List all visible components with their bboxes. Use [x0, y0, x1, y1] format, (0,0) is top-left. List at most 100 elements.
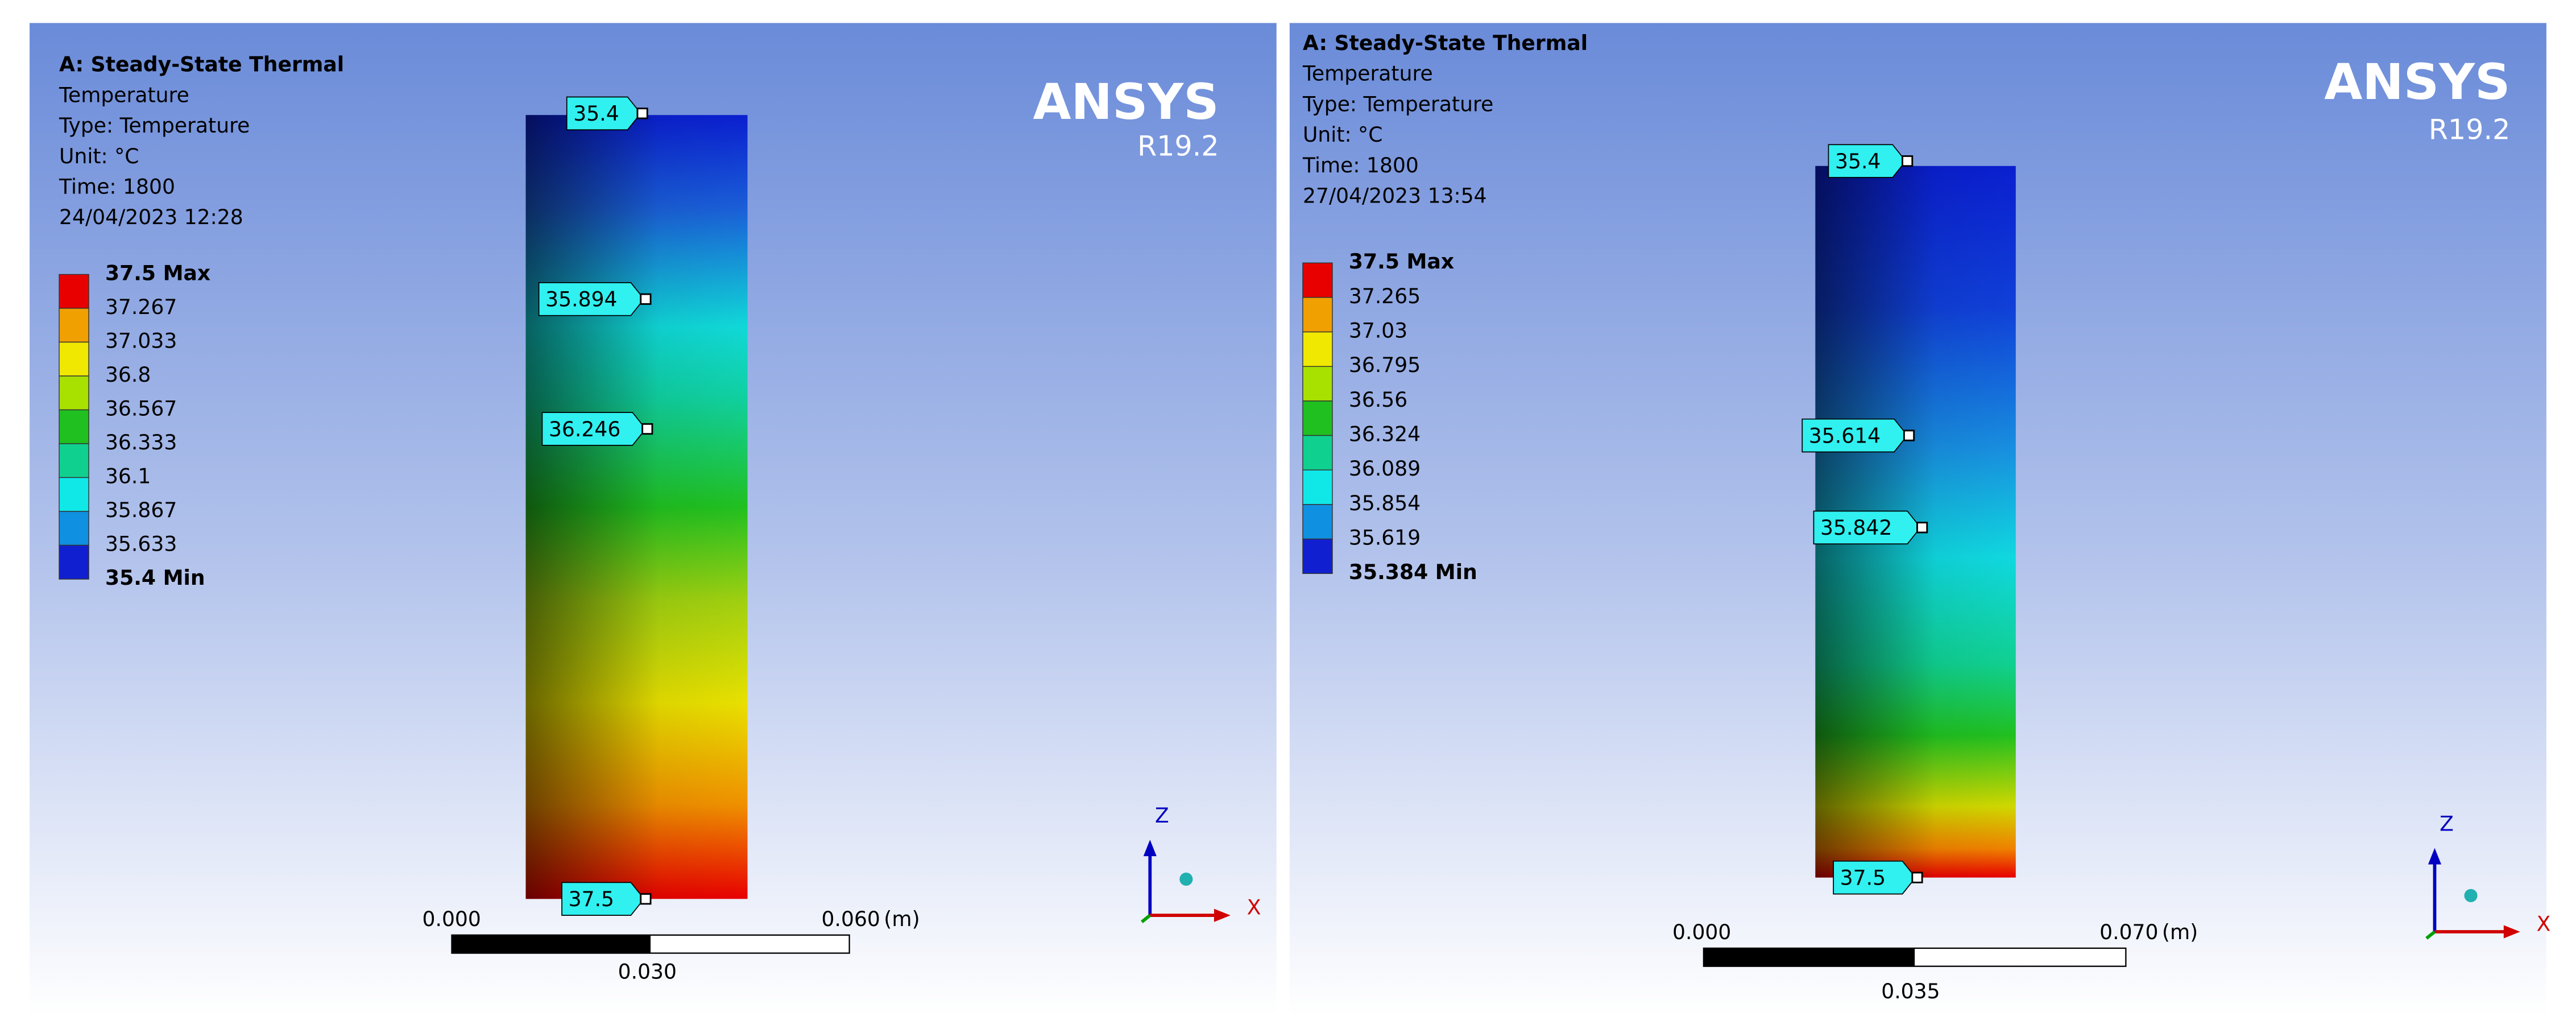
legend-label: 36.56: [1349, 387, 1407, 412]
probe-label: 36.246: [549, 417, 620, 441]
legend-swatch: [1302, 504, 1333, 540]
x-label: X: [2537, 911, 2551, 936]
probe-tag: [538, 282, 645, 316]
analysis-title: A: Steady-State Thermal: [1303, 31, 1588, 55]
probe-point: [636, 108, 648, 119]
probe-tag: [566, 96, 641, 131]
legend-label: 36.333: [105, 430, 177, 454]
legend-label: 35.4 Min: [105, 565, 205, 590]
scale-bar-half: [452, 935, 651, 953]
legend-swatch: [59, 341, 89, 377]
scale-left: 0.000: [1672, 920, 1731, 944]
legend-label: 36.567: [105, 396, 177, 421]
header-line: Temperature: [1302, 61, 1433, 86]
legend-swatch: [59, 308, 89, 343]
legend-label: 35.854: [1349, 491, 1420, 515]
probe-point: [1903, 429, 1915, 441]
legend-label: 36.089: [1349, 456, 1420, 481]
probe-label: 37.5: [1840, 866, 1886, 890]
legend-swatch: [1302, 297, 1333, 333]
probe-label: 35.4: [1835, 149, 1881, 173]
scale-unit: (m): [2162, 920, 2198, 944]
legend-swatch: [1302, 469, 1333, 505]
legend-swatch: [1302, 262, 1333, 298]
header-line: Type: Temperature: [59, 113, 250, 138]
view-dot: [2464, 889, 2478, 903]
z-arrow: [1143, 840, 1157, 857]
probe-point: [641, 423, 653, 435]
scale-right: 0.070: [2099, 920, 2158, 944]
header-line: Temperature: [59, 82, 189, 107]
legend-label: 37.033: [105, 328, 177, 353]
legend-label: 36.795: [1349, 353, 1420, 377]
probe-label: 37.5: [569, 887, 614, 911]
legend-swatch: [1302, 538, 1333, 574]
legend-swatch: [59, 544, 89, 580]
legend-label: 36.1: [105, 464, 151, 489]
legend-swatch: [1302, 366, 1333, 402]
legend-label: 37.265: [1349, 284, 1420, 308]
legend-label: 35.619: [1349, 526, 1420, 550]
legend-label: 37.03: [1349, 319, 1407, 343]
z-label: Z: [1155, 803, 1169, 828]
probe-point: [1916, 522, 1928, 534]
legend-swatch: [59, 511, 89, 546]
probe-tag: [1833, 860, 1916, 895]
probe-point: [640, 893, 652, 905]
z-arrow: [2428, 848, 2442, 865]
legend-swatch: [59, 443, 89, 478]
probe-point: [640, 293, 652, 305]
scale-left: 0.000: [423, 907, 481, 931]
legend-swatch: [59, 375, 89, 411]
header-line: 27/04/2023 13:54: [1303, 184, 1487, 208]
probe-tag: [561, 882, 645, 916]
header-line: 24/04/2023 12:28: [59, 205, 243, 229]
z-label: Z: [2440, 811, 2454, 836]
probe-label: 35.614: [1809, 423, 1881, 448]
legend-label: 37.5 Max: [1349, 249, 1454, 274]
y-axis: [2425, 930, 2436, 940]
legend-label: 35.633: [105, 532, 177, 556]
legend-swatch: [1302, 400, 1333, 436]
scale-unit: (m): [884, 907, 920, 931]
header-line: Unit: °C: [1303, 122, 1382, 147]
legend-swatch: [59, 274, 89, 309]
scale-bar-half: [1703, 948, 1915, 966]
legend-swatch: [1302, 331, 1333, 367]
version: R19.2: [1137, 130, 1219, 163]
header-line: Type: Temperature: [1302, 92, 1493, 116]
version: R19.2: [2429, 113, 2510, 146]
logo: ANSYS: [1033, 74, 1219, 131]
probe-point: [1911, 871, 1923, 883]
legend-label: 36.324: [1349, 422, 1420, 447]
x-arrow: [1214, 908, 1231, 922]
scale-middle: 0.035: [1881, 979, 1940, 1003]
header-line: Time: 1800: [1302, 153, 1419, 177]
scale-middle: 0.030: [618, 959, 677, 984]
header-line: Time: 1800: [59, 174, 175, 199]
x-label: X: [1247, 895, 1261, 920]
analysis-title: A: Steady-State Thermal: [59, 52, 344, 77]
probe-label: 35.894: [545, 287, 617, 312]
view-dot: [1179, 873, 1193, 886]
probe-label: 35.842: [1820, 515, 1892, 540]
legend-label: 35.867: [105, 498, 177, 522]
legend-label: 37.5 Max: [105, 261, 210, 285]
probe-point: [1902, 155, 1914, 167]
logo: ANSYS: [2324, 54, 2510, 111]
legend-label: 37.267: [105, 295, 177, 319]
legend-swatch: [59, 409, 89, 444]
probe-label: 35.4: [573, 101, 619, 126]
legend-label: 35.384 Min: [1349, 560, 1477, 584]
probe-tag: [541, 412, 647, 446]
probe-tag: [1801, 418, 1908, 453]
legend-swatch: [59, 477, 89, 512]
probe-tag: [1813, 510, 1921, 545]
model-shading: [525, 115, 748, 899]
x-arrow: [2503, 925, 2520, 939]
probe-tag: [1828, 144, 1907, 178]
header-line: Unit: °C: [59, 144, 139, 168]
legend-swatch: [1302, 435, 1333, 470]
